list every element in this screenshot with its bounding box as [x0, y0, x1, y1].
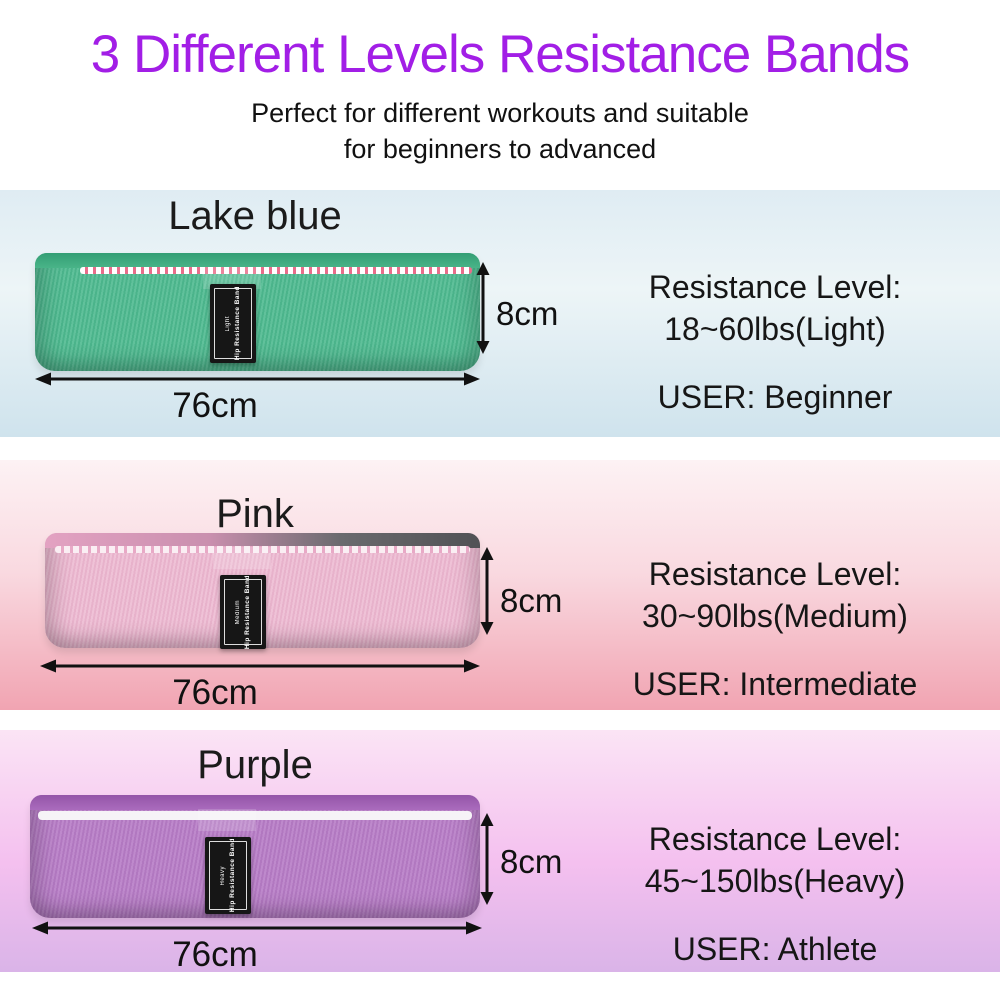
- header: 3 Different Levels Resistance Bands Perf…: [0, 0, 1000, 190]
- band-color-name: Lake blue: [168, 194, 342, 238]
- tag-product-text: Hip Resistance Band: [244, 574, 251, 650]
- section-lake-blue: Lake blue Light Hip Resistance Band 8cm …: [0, 190, 1000, 437]
- resistance-level-title: Resistance Level:: [648, 556, 902, 592]
- height-dimension-arrow-icon: [480, 813, 494, 905]
- resistance-level-value: 30~90lbs(Medium): [642, 598, 908, 634]
- band-top-fold: [45, 533, 480, 548]
- band-height-value: 8cm: [500, 843, 563, 880]
- band-height-value: 8cm: [500, 582, 563, 619]
- band-stitch-line: [80, 267, 472, 274]
- band-width-value: 76cm: [172, 935, 258, 974]
- section-pink: Pink Medium Hip Resistance Band 8cm 76cm: [0, 460, 1000, 712]
- resistance-band-image-lake-blue: Light Hip Resistance Band: [35, 253, 480, 371]
- page-title: 3 Different Levels Resistance Bands: [90, 25, 910, 84]
- tag-level-text: Heavy: [220, 865, 226, 886]
- band-color-name: Pink: [216, 492, 294, 536]
- tag-level-text: Light: [225, 315, 231, 332]
- height-dimension-arrow-icon: [480, 547, 494, 635]
- resistance-level-title: Resistance Level:: [648, 269, 902, 305]
- height-dimension-arrow-icon: [476, 262, 490, 354]
- band-color-name: Purple: [197, 743, 313, 787]
- tag-product-text: Hip Resistance Band: [229, 838, 236, 913]
- band-width-value: 76cm: [172, 386, 258, 425]
- tag-level-text: Medium: [235, 599, 241, 625]
- section-purple: Purple Heavy Hip Resistance Band 8cm 76c…: [0, 730, 1000, 974]
- user-level: USER: Intermediate: [632, 666, 918, 702]
- band-seam: [203, 267, 261, 289]
- band-width-value: 76cm: [172, 673, 258, 712]
- tag-product-text: Hip Resistance Band: [234, 286, 241, 361]
- band-label-tag: Heavy Hip Resistance Band: [205, 837, 251, 914]
- width-dimension-arrow-icon: [32, 921, 482, 935]
- width-dimension-arrow-icon: [40, 659, 480, 673]
- resistance-level-title: Resistance Level:: [648, 821, 902, 857]
- band-info: Resistance Level: 30~90lbs(Medium) USER:…: [555, 553, 995, 705]
- resistance-level-value: 45~150lbs(Heavy): [644, 863, 906, 899]
- width-dimension-arrow-icon: [35, 372, 480, 386]
- resistance-band-image-pink: Medium Hip Resistance Band: [45, 533, 480, 649]
- band-stitch-line: [38, 811, 472, 820]
- subtitle-line-1: Perfect for different workouts and suita…: [251, 98, 749, 128]
- resistance-level-value: 18~60lbs(Light): [664, 311, 886, 347]
- band-seam: [213, 547, 271, 569]
- band-height-value: 8cm: [496, 295, 559, 332]
- user-level: USER: Beginner: [657, 379, 893, 415]
- band-stitch-line: [55, 546, 470, 553]
- band-label-tag: Medium Hip Resistance Band: [220, 575, 266, 649]
- user-level: USER: Athlete: [672, 931, 878, 967]
- band-label-tag-border: Heavy Hip Resistance Band: [209, 838, 247, 913]
- band-label-tag-border: Light Hip Resistance Band: [214, 286, 252, 361]
- band-label-tag-border: Medium Hip Resistance Band: [224, 575, 262, 649]
- band-seam: [198, 809, 256, 831]
- band-top-fold: [35, 253, 480, 268]
- band-label-tag: Light Hip Resistance Band: [210, 284, 256, 363]
- band-top-fold: [30, 795, 480, 810]
- band-info: Resistance Level: 45~150lbs(Heavy) USER:…: [555, 818, 995, 970]
- resistance-band-image-purple: Heavy Hip Resistance Band: [30, 795, 480, 918]
- band-info: Resistance Level: 18~60lbs(Light) USER: …: [555, 266, 995, 418]
- subtitle-line-2: for beginners to advanced: [343, 134, 657, 164]
